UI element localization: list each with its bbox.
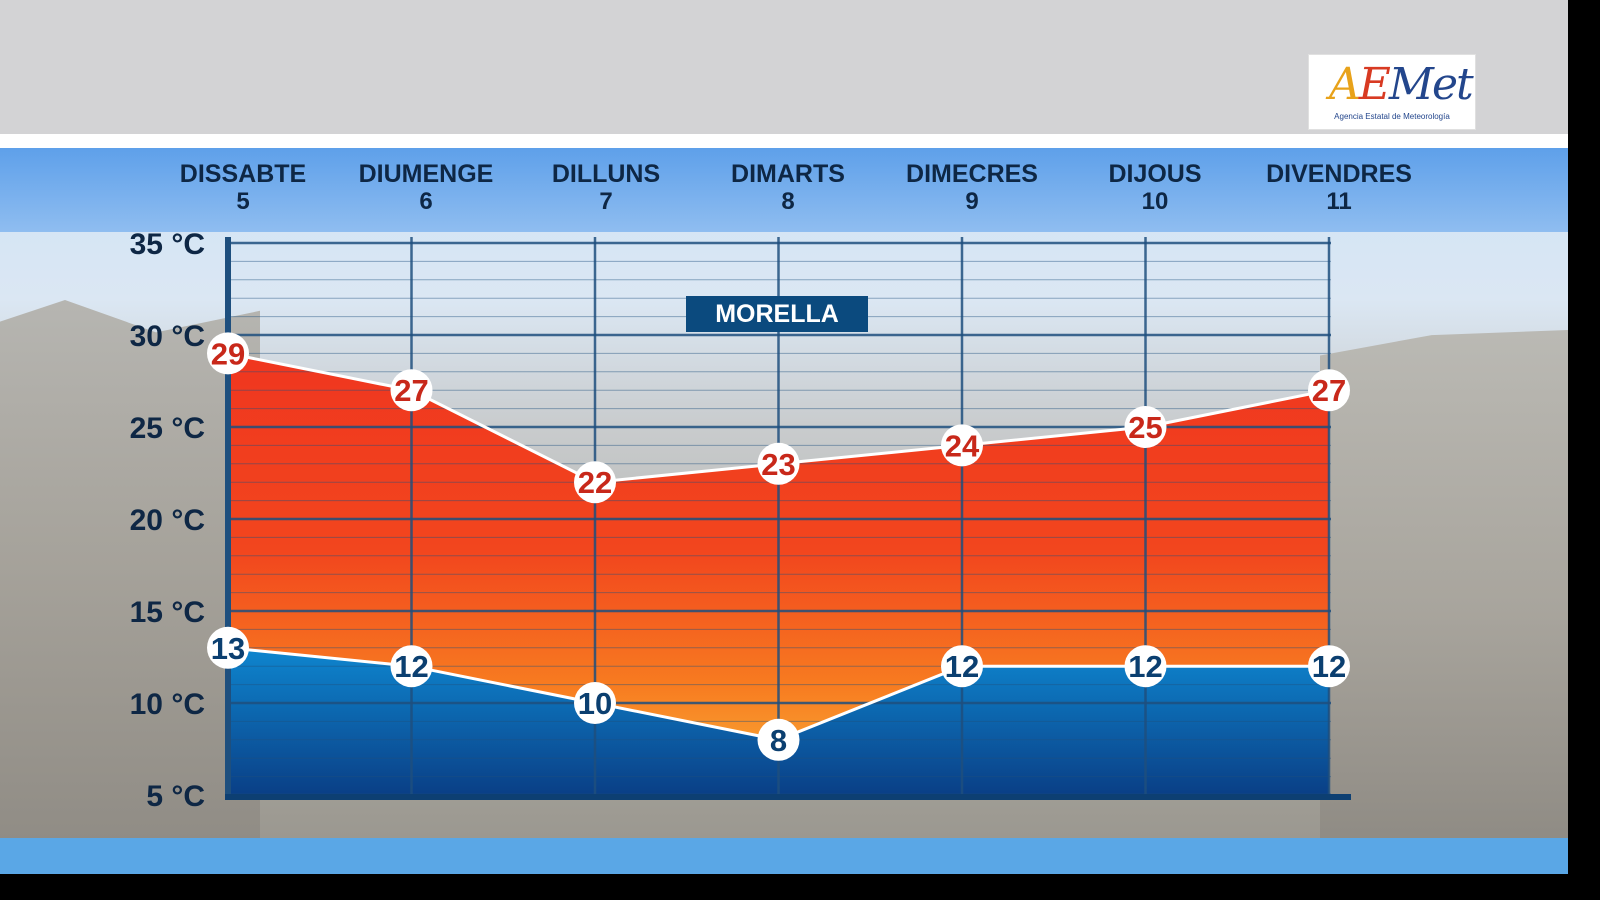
- day-name: DISSABTE: [179, 160, 307, 188]
- min-temperature-marker: [574, 682, 616, 724]
- top-gray-band: [0, 0, 1568, 134]
- min-temperature-point: 12: [390, 645, 433, 688]
- y-tick-label: 5 °C: [146, 780, 205, 813]
- max-temperature-value-label: 29: [211, 336, 245, 371]
- min-temperature-marker: [1124, 645, 1167, 688]
- max-temperature-marker: [1308, 369, 1350, 412]
- min-temperature-value-label: 13: [211, 631, 245, 666]
- day-name: DIMARTS: [731, 160, 845, 188]
- max-temperature-point: 22: [574, 461, 616, 504]
- max-temperature-value-label: 25: [1128, 410, 1162, 445]
- day-header-5: DIMECRES 9: [882, 160, 1062, 216]
- y-tick-label: 25 °C: [129, 412, 205, 445]
- day-name: DIJOUS: [1108, 160, 1202, 188]
- left-mountain-image: [0, 300, 260, 840]
- max-temperature-value-label: 23: [761, 447, 795, 482]
- min-temperature-marker: [207, 626, 249, 669]
- min-temperature-point: 12: [1308, 645, 1350, 688]
- y-tick-label: 20 °C: [129, 504, 205, 537]
- day-number: 10: [1141, 188, 1169, 215]
- max-temperature-value-label: 24: [945, 428, 980, 463]
- max-temperature-marker: [207, 332, 249, 375]
- min-temperature-point: 8: [757, 718, 800, 761]
- max-temperature-marker: [390, 369, 433, 412]
- min-temperature-area: [228, 647, 1329, 795]
- aemet-logo: AEMet Agencia Estatal de Meteorología: [1308, 54, 1476, 130]
- day-header-2: DIUMENGE 6: [336, 160, 516, 216]
- day-name: DIMECRES: [906, 160, 1038, 188]
- max-temperature-value-label: 22: [578, 465, 612, 500]
- min-temperature-value-label: 12: [1312, 649, 1346, 684]
- y-tick-label: 10 °C: [129, 688, 205, 721]
- max-temperature-point: 23: [757, 442, 800, 485]
- y-tick-label: 30 °C: [129, 320, 205, 353]
- day-number: 7: [599, 188, 613, 215]
- max-temperature-point: 27: [390, 369, 433, 412]
- bottom-black-bar: [0, 874, 1568, 900]
- min-temperature-marker: [941, 645, 983, 688]
- max-temperature-value-label: 27: [394, 373, 428, 408]
- location-title: MORELLA: [686, 296, 868, 332]
- min-temperature-value-label: 12: [945, 649, 979, 684]
- logo-letter-a: A: [1329, 59, 1361, 110]
- min-temperature-marker: [390, 645, 433, 688]
- min-temperature-point: 13: [207, 626, 249, 669]
- day-number: 11: [1326, 188, 1352, 215]
- divider-strip: [0, 134, 1568, 148]
- max-temperature-marker: [574, 461, 616, 504]
- max-temperature-value-label: 27: [1312, 373, 1346, 408]
- day-number: 8: [781, 188, 795, 215]
- day-header-7: DIVENDRES 11: [1249, 160, 1429, 216]
- logo-wordmark: AEMet: [1329, 59, 1474, 110]
- min-temperature-value-label: 12: [1128, 649, 1162, 684]
- day-name: DILLUNS: [551, 160, 661, 188]
- max-temperature-point: 24: [941, 424, 983, 467]
- day-number: 5: [236, 188, 250, 215]
- day-number: 9: [965, 188, 979, 215]
- day-header-1: DISSABTE 5: [153, 160, 333, 216]
- day-name: DIVENDRES: [1266, 160, 1412, 188]
- day-header-4: DIMARTS 8: [698, 160, 878, 216]
- right-mountain-image: [1320, 330, 1568, 840]
- max-temperature-point: 29: [207, 332, 249, 375]
- min-temperature-point: 12: [941, 645, 983, 688]
- min-temperature-value-label: 8: [770, 723, 787, 758]
- chart-marks: 29 27 22 23 24 25 27 13 12 10 8 12 12 12: [207, 332, 1350, 761]
- min-temperature-marker: [1308, 645, 1350, 688]
- min-temperature-value-label: 10: [578, 686, 612, 721]
- max-temperature-marker: [941, 424, 983, 467]
- day-number: 6: [419, 188, 433, 215]
- min-temperature-marker: [757, 718, 800, 761]
- min-temperature-point: 12: [1124, 645, 1167, 688]
- day-header-6: DIJOUS 10: [1065, 160, 1245, 216]
- y-tick-label: 35 °C: [129, 228, 205, 261]
- day-header-3: DILLUNS 7: [516, 160, 696, 216]
- max-temperature-point: 25: [1124, 406, 1167, 448]
- day-name: DIUMENGE: [358, 160, 494, 188]
- max-temperature-marker: [757, 442, 800, 485]
- max-temperature-point: 27: [1308, 369, 1350, 412]
- min-temperature-value-label: 12: [394, 649, 428, 684]
- days-header-band: [0, 148, 1568, 232]
- logo-subtitle: Agencia Estatal de Meteorología: [1334, 112, 1450, 121]
- max-temperature-marker: [1124, 406, 1167, 448]
- logo-letter-e: E: [1358, 59, 1391, 110]
- y-tick-label: 15 °C: [129, 596, 205, 629]
- bottom-blue-band: [0, 838, 1568, 874]
- logo-letters-rest: Met: [1388, 59, 1474, 110]
- min-temperature-point: 10: [574, 682, 616, 724]
